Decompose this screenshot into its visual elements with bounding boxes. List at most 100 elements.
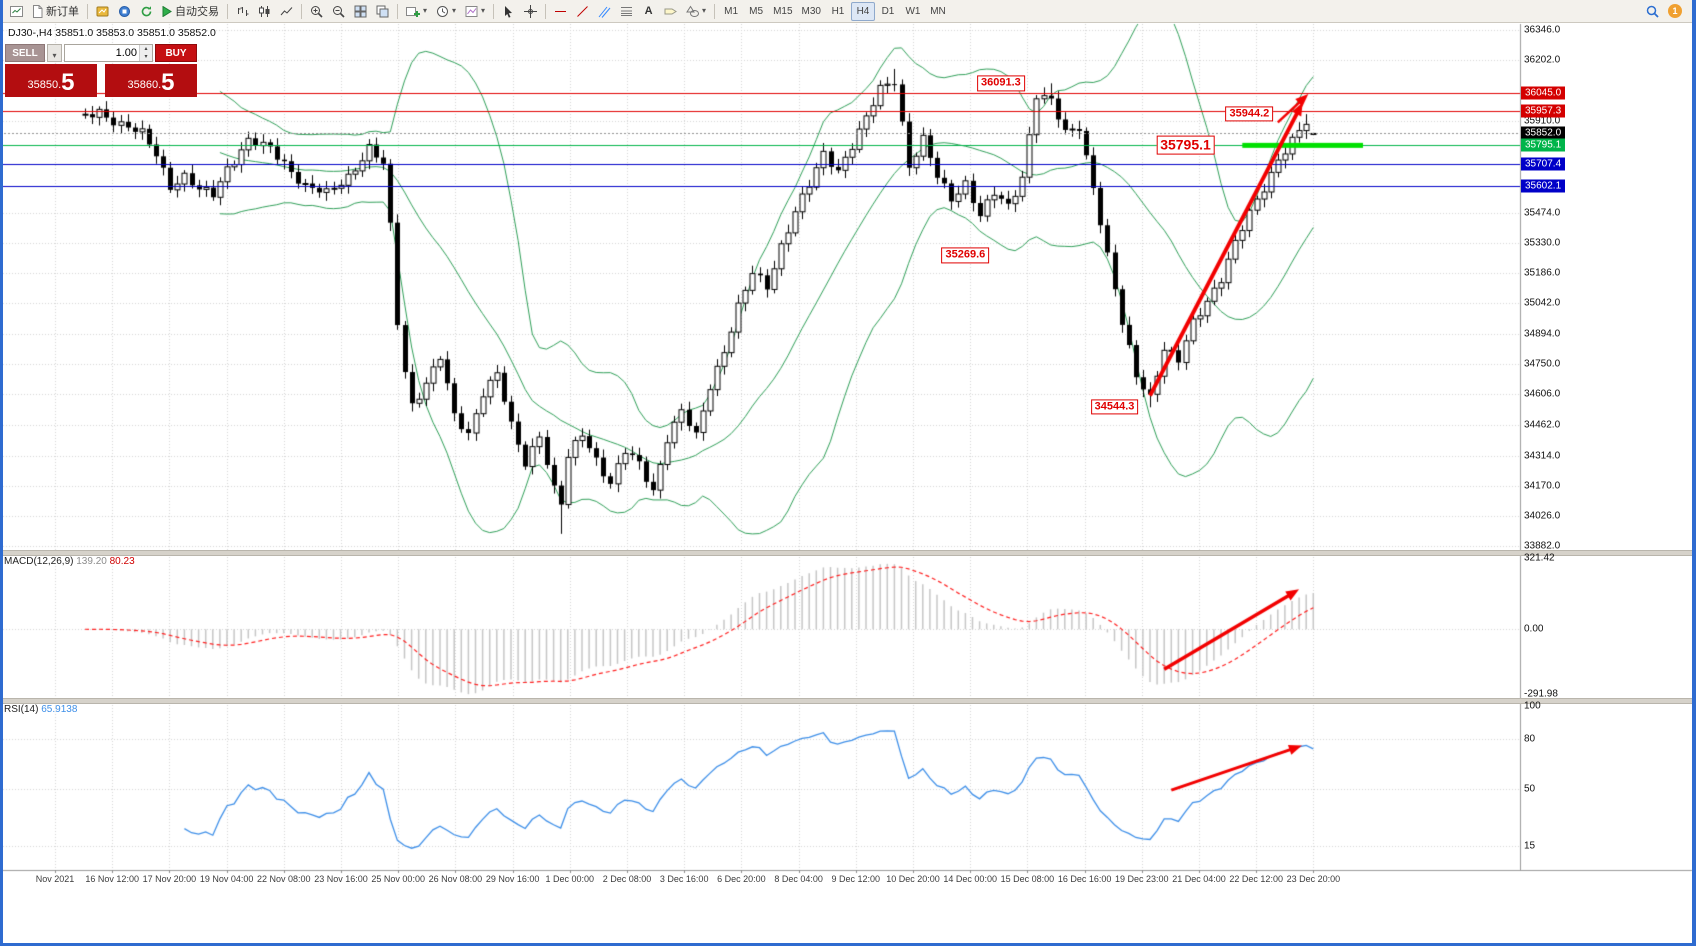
price-annotation[interactable]: 34544.3 bbox=[1090, 399, 1139, 415]
trendline-button[interactable] bbox=[572, 2, 593, 21]
tile-windows-icon bbox=[354, 5, 367, 17]
add-indicator-button[interactable]: ▾ bbox=[402, 2, 431, 21]
market-watch-button[interactable] bbox=[92, 2, 113, 21]
volume-input-wrap: ▴ ▾ bbox=[64, 44, 153, 62]
buy-price-tile[interactable]: 35860. 5 bbox=[105, 64, 197, 97]
autotrade-button[interactable]: 自动交易 bbox=[158, 2, 223, 21]
zoom-in-button[interactable] bbox=[306, 2, 327, 21]
volume-decrease-button[interactable]: ▾ bbox=[140, 53, 152, 61]
timeframe-button[interactable]: H1 bbox=[826, 2, 850, 21]
chevron-down-icon: ▾ bbox=[452, 6, 457, 15]
sell-price-tile[interactable]: 35850. 5 bbox=[5, 64, 97, 97]
toolbar-separator bbox=[227, 3, 228, 19]
timeframe-button[interactable]: MN bbox=[926, 2, 950, 21]
candlestick-chart-button[interactable] bbox=[254, 2, 275, 21]
price-annotation[interactable]: 35944.2 bbox=[1225, 106, 1274, 122]
crosshair-icon bbox=[524, 4, 538, 18]
chevron-down-icon: ▾ bbox=[423, 6, 428, 15]
line-chart-icon bbox=[280, 6, 293, 15]
toolbar-separator bbox=[545, 3, 547, 19]
horizontal-line-icon bbox=[555, 10, 567, 12]
autotrade-label: 自动交易 bbox=[175, 6, 219, 18]
macd-main-value: 139.20 bbox=[76, 556, 107, 567]
price-annotation[interactable]: 36091.3 bbox=[977, 75, 1025, 91]
toolbar-separator bbox=[397, 3, 398, 19]
template-icon bbox=[465, 5, 478, 17]
candlestick-icon bbox=[259, 5, 270, 17]
timeframe-button[interactable]: M15 bbox=[769, 2, 796, 21]
templates-button[interactable]: ▾ bbox=[461, 2, 489, 21]
line-chart-button[interactable] bbox=[276, 2, 297, 21]
timeframe-button[interactable]: M5 bbox=[744, 2, 768, 21]
timeframe-button[interactable]: D1 bbox=[876, 2, 900, 21]
data-window-button[interactable] bbox=[114, 2, 135, 21]
toolbar-separator bbox=[714, 3, 716, 19]
chevron-down-icon: ▾ bbox=[702, 6, 707, 15]
one-click-trading-panel: SELL ▾ ▴ ▾ BUY 35850.5 35860.5 bbox=[5, 44, 197, 97]
rsi-value: 65.9138 bbox=[41, 704, 78, 715]
rsi-indicator-label: RSI(14) 65.9138 bbox=[4, 704, 77, 715]
new-order-button[interactable]: 新订单 bbox=[28, 2, 83, 21]
refresh-button[interactable] bbox=[136, 2, 157, 21]
text-label-icon bbox=[664, 8, 677, 14]
account-button[interactable]: 1 bbox=[1664, 2, 1686, 21]
timeframe-button[interactable]: H4 bbox=[850, 1, 875, 21]
search-button[interactable] bbox=[1642, 2, 1663, 21]
timeframe-button[interactable]: M30 bbox=[798, 2, 825, 21]
new-order-label: 新订单 bbox=[46, 6, 79, 18]
sell-button[interactable]: SELL bbox=[5, 44, 45, 62]
toolbar-separator bbox=[87, 3, 88, 19]
buy-price-pip: 5 bbox=[161, 69, 175, 96]
arrange-windows-button[interactable] bbox=[372, 2, 393, 21]
buy-button[interactable]: BUY bbox=[155, 44, 197, 62]
account-badge: 1 bbox=[1668, 4, 1682, 18]
timeframe-button[interactable]: W1 bbox=[901, 2, 925, 21]
arrange-windows-icon bbox=[376, 5, 389, 17]
fibonacci-button[interactable] bbox=[616, 2, 637, 21]
new-chart-button[interactable] bbox=[6, 2, 27, 21]
trendline-icon bbox=[577, 5, 588, 17]
macd-label-text: MACD(12,26,9) bbox=[4, 556, 74, 567]
crosshair-button[interactable] bbox=[520, 2, 541, 21]
text-label-button[interactable] bbox=[660, 2, 681, 21]
macd-signal-value: 80.23 bbox=[109, 556, 135, 567]
zoom-in-icon bbox=[311, 5, 323, 18]
equidistant-channel-button[interactable] bbox=[594, 2, 615, 21]
window-frame-left bbox=[0, 0, 3, 946]
toolbar: 新订单 自动交易 ▾ ▾ ▾ A ▾ M1 M5 M15 M30 H1 H4 D1 W1 MN bbox=[3, 0, 1692, 23]
volume-input[interactable] bbox=[65, 45, 139, 61]
periods-button[interactable]: ▾ bbox=[432, 2, 460, 21]
timeframe-group: M1 M5 M15 M30 H1 H4 D1 W1 MN bbox=[719, 1, 950, 21]
panel-splitter-rsi[interactable] bbox=[3, 698, 1692, 704]
macd-indicator-label: MACD(12,26,9) 139.20 80.23 bbox=[4, 556, 135, 567]
bar-chart-icon bbox=[238, 6, 249, 16]
zoom-out-button[interactable] bbox=[328, 2, 349, 21]
channel-icon bbox=[598, 6, 611, 18]
window-frame-right bbox=[1692, 0, 1696, 946]
volume-spinner: ▴ ▾ bbox=[139, 45, 152, 61]
autotrade-play-icon bbox=[162, 5, 172, 17]
price-annotation[interactable]: 35795.1 bbox=[1156, 135, 1215, 155]
sell-price-main: 35850. bbox=[27, 79, 62, 91]
horizontal-line-button[interactable] bbox=[550, 2, 571, 21]
toolbar-separator bbox=[493, 3, 495, 19]
chevron-down-icon: ▾ bbox=[52, 50, 57, 60]
market-watch-icon bbox=[96, 6, 109, 16]
sell-price-pip: 5 bbox=[61, 69, 75, 96]
cursor-button[interactable] bbox=[498, 2, 519, 21]
new-chart-icon bbox=[10, 5, 23, 17]
tile-windows-button[interactable] bbox=[350, 2, 371, 21]
bar-chart-button[interactable] bbox=[232, 2, 253, 21]
add-indicator-icon bbox=[406, 6, 420, 17]
price-annotation[interactable]: 35269.6 bbox=[941, 247, 990, 263]
timeframe-button[interactable]: M1 bbox=[719, 2, 743, 21]
order-type-dropdown[interactable]: ▾ bbox=[47, 44, 62, 62]
text-button[interactable]: A bbox=[638, 2, 659, 21]
panel-splitter-macd[interactable] bbox=[3, 550, 1692, 556]
search-icon bbox=[1646, 5, 1659, 18]
shapes-button[interactable]: ▾ bbox=[682, 2, 710, 21]
price-tiles-row: 35850. 5 35860. 5 bbox=[5, 64, 197, 97]
order-controls-row: SELL ▾ ▴ ▾ BUY bbox=[5, 44, 197, 62]
volume-increase-button[interactable]: ▴ bbox=[140, 45, 152, 53]
